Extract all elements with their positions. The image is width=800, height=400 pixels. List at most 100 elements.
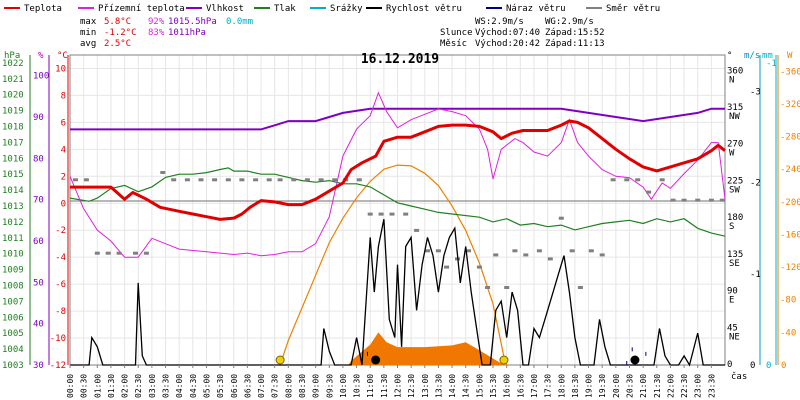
wind-direction-mark (659, 178, 665, 182)
wind-direction-mark (367, 212, 373, 216)
direction-tick: 180 (727, 213, 743, 223)
wind-direction-mark (304, 178, 310, 182)
time-tick: 07:30 (271, 374, 280, 398)
legend-label: Náraz větru (506, 4, 566, 14)
wind-direction-mark (198, 178, 204, 182)
direction-label: NE (729, 332, 740, 342)
wind-direction-mark (635, 178, 641, 182)
sun-marker (499, 355, 509, 365)
time-tick: 14:30 (462, 374, 471, 398)
pressure-tick: 1006 (2, 313, 24, 323)
direction-unit: ° (727, 51, 732, 61)
humidity-tick: 50 (33, 278, 44, 288)
x-axis-label: čas (731, 371, 747, 382)
direction-tick: 135 (727, 250, 743, 260)
legend-item: Srážky (310, 4, 363, 14)
legend-label: Směr větru (606, 4, 660, 14)
radiation-tick: -320 (780, 100, 800, 110)
moon-label: Měsíc (440, 39, 467, 49)
pressure-tick: 1018 (2, 123, 24, 133)
time-tick: 05:00 (202, 374, 211, 398)
time-tick: 18:30 (571, 374, 580, 398)
time-tick: 17:30 (544, 374, 553, 398)
time-tick: 10:00 (339, 374, 348, 398)
time-tick: 07:00 (257, 374, 266, 398)
time-tick: 05:30 (216, 374, 225, 398)
direction-label: SW (729, 185, 740, 195)
time-tick: 09:00 (312, 374, 321, 398)
time-tick: 23:30 (707, 374, 716, 398)
wind-direction-mark (719, 198, 725, 202)
wind-direction-mark (378, 212, 384, 216)
wind-direction-mark (160, 171, 166, 174)
stat-max-hum: 92% (148, 17, 165, 27)
time-tick: 06:30 (243, 374, 252, 398)
pressure-unit: hPa (4, 51, 20, 61)
stat-min-hum: 83% (148, 28, 165, 38)
radiation-tick: -80 (780, 296, 796, 306)
temperature-tick: -4 (55, 253, 66, 263)
wind-direction-mark (73, 178, 78, 182)
wind-direction-mark (523, 253, 529, 257)
wind-direction-mark (225, 178, 231, 182)
wind-direction-mark (266, 178, 272, 182)
legend-item: Teplota (4, 4, 62, 14)
pressure-tick: 1020 (2, 91, 24, 101)
moonrise: Východ:20:42 (475, 39, 540, 49)
moonset: Západ:11:13 (545, 39, 605, 49)
wind-direction-mark (504, 286, 510, 289)
wind-direction-mark (493, 253, 499, 257)
wind-direction-mark (588, 249, 594, 253)
humidity-line (70, 107, 725, 131)
humidity-tick: 100 (33, 72, 49, 82)
humidity-tick: 70 (33, 196, 44, 206)
direction-tick: 0 (727, 360, 732, 370)
radiation-tick: -40 (780, 328, 796, 338)
time-tick: 23:00 (694, 374, 703, 398)
wind-direction-mark (485, 286, 491, 289)
time-tick: 10:30 (353, 374, 362, 398)
direction-label: W (729, 149, 735, 159)
wind-direction-mark (143, 251, 149, 255)
radiation-tick: 0 (781, 361, 786, 371)
temperature-tick: -12 (50, 361, 66, 371)
radiation-tick: -280 (780, 133, 800, 143)
radiation-unit: W (787, 51, 793, 61)
wind-direction-mark (425, 249, 430, 253)
temperature-tick: -6 (55, 280, 66, 290)
wind-direction-mark (577, 286, 583, 289)
humidity-tick: 90 (33, 113, 44, 123)
temperature-tick: 4 (61, 145, 66, 155)
legend-item: Přízemní teplota (78, 4, 185, 14)
legend-item: Tlak (254, 4, 296, 14)
wind-direction-mark (116, 251, 122, 255)
time-tick: 22:00 (666, 374, 675, 398)
pressure-tick: 1009 (2, 266, 24, 276)
direction-tick: 270 (727, 140, 743, 150)
pressure-tick: 1022 (2, 59, 24, 69)
wind-direction-mark (624, 178, 630, 182)
radiation-tick: -360 (780, 67, 800, 77)
direction-tick: 45 (727, 323, 738, 333)
pressure-tick: 1013 (2, 202, 24, 212)
humidity-tick: 60 (33, 237, 44, 247)
time-tick: 16:30 (516, 374, 525, 398)
direction-tick: 225 (727, 176, 743, 186)
temperature-line (70, 119, 726, 221)
humidity-tick: 80 (33, 154, 44, 164)
wind-gust-stat: WG:2.9m/s (545, 17, 594, 27)
wind-direction-mark (708, 198, 714, 202)
temperature-tick: 10 (55, 64, 66, 74)
time-tick: 02:00 (121, 374, 130, 398)
legend-label: Srážky (330, 4, 363, 14)
wind-tick: -2 (750, 179, 761, 189)
radiation-tick: -240 (780, 165, 800, 175)
wind-direction-mark (253, 178, 259, 182)
time-tick: 01:30 (107, 374, 116, 398)
time-tick: 11:00 (366, 374, 375, 398)
header: Teplota Přízemní teplota Vlhkost Tlak Srážky… (4, 4, 660, 67)
pressure-tick: 1011 (2, 234, 24, 244)
wind-direction-mark (356, 178, 362, 182)
wind-direction-mark (184, 178, 190, 182)
wind-direction-mark (536, 249, 542, 253)
